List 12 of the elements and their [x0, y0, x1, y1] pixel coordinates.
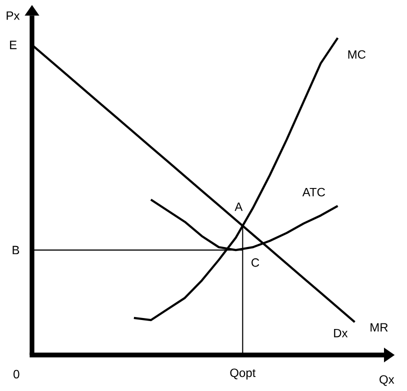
annotation: C — [252, 258, 260, 267]
series-label: MC — [348, 50, 366, 59]
text: E — [10, 40, 17, 50]
annotation: A — [234, 202, 243, 211]
series-label: ATC — [302, 188, 326, 196]
series-label: Dx — [334, 328, 348, 338]
y-axis-title: Px — [6, 12, 20, 20]
ref-line-label: B — [12, 246, 20, 254]
text: 0 — [14, 370, 20, 378]
text: Qopt — [230, 368, 256, 380]
x-axis-title: Qx — [380, 375, 394, 386]
annotation: MR — [370, 323, 388, 332]
